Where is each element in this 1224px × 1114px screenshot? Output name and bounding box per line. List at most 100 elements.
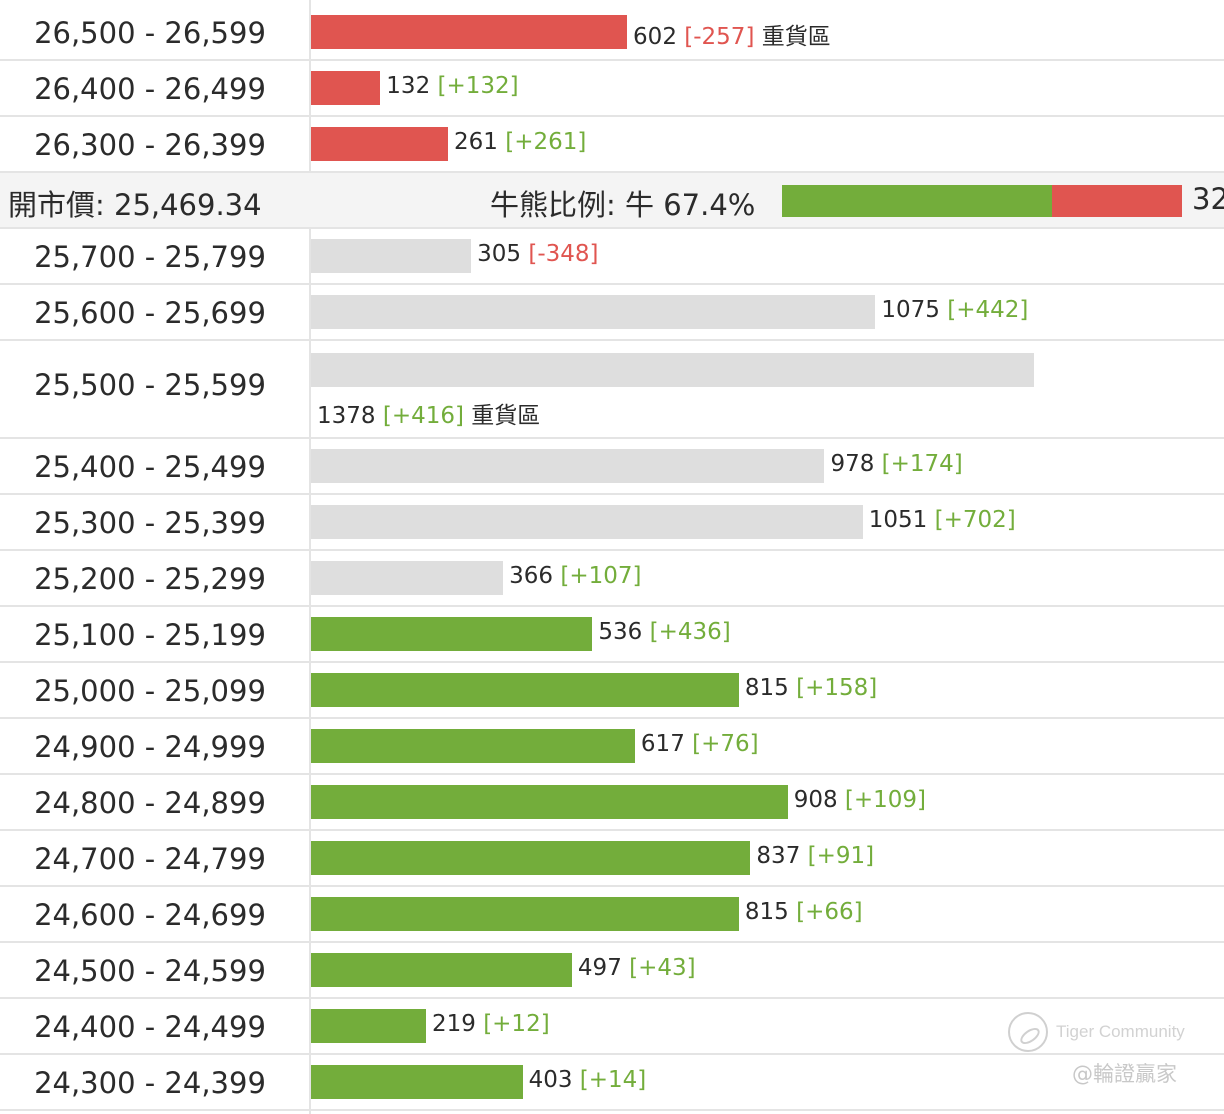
data-label: 305 [-348] xyxy=(477,241,598,267)
data-label: 617 [+76] xyxy=(641,731,759,757)
table-row: 25,000 - 25,099 815 [+158] xyxy=(0,663,1224,719)
change-text: [+107] xyxy=(560,563,642,589)
table-row: 25,200 - 25,299 366 [+107] xyxy=(0,551,1224,607)
data-label: 536 [+436] xyxy=(598,619,730,645)
strike-range-label: 25,100 - 25,199 xyxy=(34,618,266,652)
bar xyxy=(311,617,593,651)
bear-ratio-bar xyxy=(1051,185,1182,217)
value-text: 219 xyxy=(431,1011,476,1037)
table-row: 24,600 - 24,699 815 [+66] xyxy=(0,887,1224,943)
data-label: 602 [-257] 重貨區 xyxy=(633,17,831,51)
strike-range-label: 24,600 - 24,699 xyxy=(34,898,266,932)
change-text: [+12] xyxy=(483,1011,550,1037)
change-text: [+261] xyxy=(505,129,587,155)
value-text: 617 xyxy=(640,731,685,757)
data-label: 1378 [+416] 重貨區 xyxy=(317,396,540,430)
strike-range-label: 25,200 - 25,299 xyxy=(34,562,266,596)
bar xyxy=(311,785,788,819)
axis-divider xyxy=(309,0,311,1114)
bar xyxy=(311,295,876,329)
watermark: Tiger Community @輪證贏家 xyxy=(1002,1012,1202,1102)
data-label: 837 [+91] xyxy=(756,843,874,869)
strike-range-label: 24,300 - 24,399 xyxy=(34,1066,266,1100)
heavy-zone-note: 重貨區 xyxy=(471,403,541,429)
bar xyxy=(311,729,635,763)
value-text: 815 xyxy=(744,675,789,701)
value-text: 1378 xyxy=(317,403,376,429)
table-row: 25,100 - 25,199 536 [+436] xyxy=(0,607,1224,663)
value-text: 908 xyxy=(793,787,838,813)
change-text: [+174] xyxy=(881,451,963,477)
change-text: [+442] xyxy=(947,297,1029,323)
bar xyxy=(311,353,1035,387)
value-text: 1051 xyxy=(868,507,928,533)
table-row: 25,600 - 25,699 1075 [+442] xyxy=(0,285,1224,341)
strike-range-label: 24,500 - 24,599 xyxy=(34,954,266,988)
bar xyxy=(311,841,751,875)
value-text: 132 xyxy=(386,73,431,99)
strike-range-label: 25,400 - 25,499 xyxy=(34,450,266,484)
change-text: [+702] xyxy=(934,507,1016,533)
value-text: 978 xyxy=(830,451,875,477)
strike-range-label: 26,500 - 26,599 xyxy=(34,16,266,50)
value-text: 403 xyxy=(528,1067,573,1093)
table-row: 24,500 - 24,599 497 [+43] xyxy=(0,943,1224,999)
value-text: 602 xyxy=(633,24,677,50)
strike-range-label: 26,300 - 26,399 xyxy=(34,128,266,162)
watermark-brand: Tiger Community xyxy=(1056,1022,1185,1041)
value-text: 366 xyxy=(509,563,554,589)
table-row: 24,900 - 24,999 617 [+76] xyxy=(0,719,1224,775)
strike-range-label: 25,000 - 25,099 xyxy=(34,674,266,708)
change-text: [+416] xyxy=(382,403,464,429)
value-text: 837 xyxy=(756,843,801,869)
table-row: 24,800 - 24,899 908 [+109] xyxy=(0,775,1224,831)
data-label: 261 [+261] xyxy=(454,129,586,155)
bar xyxy=(311,1065,523,1099)
change-text: [+14] xyxy=(579,1067,647,1093)
heavy-zone-note: 重貨區 xyxy=(761,24,831,50)
data-label: 978 [+174] xyxy=(830,451,962,477)
strike-range-label: 25,700 - 25,799 xyxy=(34,240,266,274)
table-row: 25,400 - 25,499 978 [+174] xyxy=(0,439,1224,495)
data-label: 219 [+12] xyxy=(432,1011,550,1037)
change-text: [-348] xyxy=(528,241,599,267)
change-text: [+132] xyxy=(437,73,519,99)
bar xyxy=(311,953,572,987)
bar xyxy=(311,15,628,49)
bar xyxy=(311,239,472,273)
change-text: [+76] xyxy=(692,731,759,757)
strike-range-label: 25,500 - 25,599 xyxy=(34,368,266,402)
table-row: 25,700 - 25,799 305 [-348] xyxy=(0,229,1224,285)
bull-bear-ratio: 牛熊比例: 牛 67.4% xyxy=(490,188,756,222)
change-text: [+43] xyxy=(629,955,696,981)
table-row: 26,300 - 26,399 261 [+261] xyxy=(0,117,1224,173)
data-label: 403 [+14] xyxy=(529,1067,647,1093)
data-label: 132 [+132] xyxy=(386,73,518,99)
table-row: 25,300 - 25,399 1051 [+702] xyxy=(0,495,1224,551)
strike-range-label: 24,400 - 24,499 xyxy=(34,1010,266,1044)
data-label: 815 [+158] xyxy=(745,675,877,701)
bar xyxy=(311,561,504,595)
bull-ratio-bar xyxy=(782,185,1052,217)
watermark-handle: @輪證贏家 xyxy=(1072,1062,1177,1086)
strike-range-label: 26,400 - 26,499 xyxy=(34,72,266,106)
value-text: 536 xyxy=(598,619,643,645)
change-text: [+91] xyxy=(807,843,875,869)
strike-range-label: 24,700 - 24,799 xyxy=(34,842,266,876)
table-row: 24,400 - 24,499 219 [+12] xyxy=(0,999,1224,1055)
data-label: 1075 [+442] xyxy=(881,297,1028,323)
change-text: [+109] xyxy=(844,787,927,813)
value-text: 497 xyxy=(577,955,622,981)
table-row: 26,500 - 26,599 602 [-257] 重貨區 xyxy=(0,5,1224,61)
value-text: 815 xyxy=(744,899,789,925)
tiger-community-logo-icon xyxy=(1008,1012,1048,1052)
data-label: 815 [+66] xyxy=(745,899,863,925)
table-row: 25,500 - 25,599 1378 [+416] 重貨區 xyxy=(0,341,1224,439)
table-row: 24,700 - 24,799 837 [+91] xyxy=(0,831,1224,887)
data-label: 366 [+107] xyxy=(509,563,641,589)
table-row: 26,400 - 26,499 132 [+132] xyxy=(0,61,1224,117)
bar xyxy=(311,449,825,483)
value-text: 261 xyxy=(454,129,498,155)
strike-range-label: 24,800 - 24,899 xyxy=(34,786,266,820)
